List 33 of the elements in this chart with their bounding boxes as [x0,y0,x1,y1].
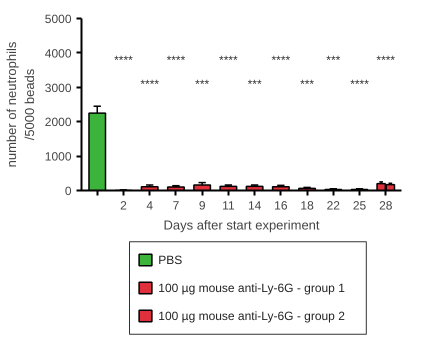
y-tick-label: 1000 [44,150,72,164]
annotation: **** [219,52,238,67]
x-axis-title: Days after start experiment [163,218,320,232]
x-tick-label: 7 [172,198,180,212]
annotation: **** [166,52,186,67]
annotation: *** [326,52,341,67]
x-tick-label: 25 [352,198,367,212]
legend-label: PBS [158,253,182,267]
annotation: **** [140,76,160,91]
x-tick-label: 18 [300,198,314,212]
x-tick-label: 11 [222,198,235,212]
y-tick-label: 5000 [44,12,72,26]
x-tick-label: 28 [379,198,393,212]
x-tick-label: 14 [248,198,262,212]
annotation: **** [376,52,396,67]
annotation: *** [248,76,262,91]
annotation: **** [114,52,134,67]
x-tick-label: 16 [274,198,288,212]
legend-label: 100 µg mouse anti-Ly-6G - group 2 [158,309,346,323]
annotation: **** [272,52,291,67]
annotation: *** [195,76,210,91]
annotation: *** [300,76,314,91]
y-tick-label: 4000 [44,46,72,60]
y-axis-title: number of neutrophils /5000 beads [4,41,37,168]
y-tick-label: 3000 [44,80,72,95]
y-tick-label: 0 [64,184,72,198]
x-tick-label: 9 [198,198,206,212]
y-tick-label: 2000 [44,115,72,130]
annotation: **** [350,76,370,91]
x-tick-label: 2 [120,198,128,212]
x-tick-label: 4 [146,198,154,212]
x-tick-label: 22 [326,198,340,212]
legend-label: 100 µg mouse anti-Ly-6G - group 1 [158,281,346,295]
